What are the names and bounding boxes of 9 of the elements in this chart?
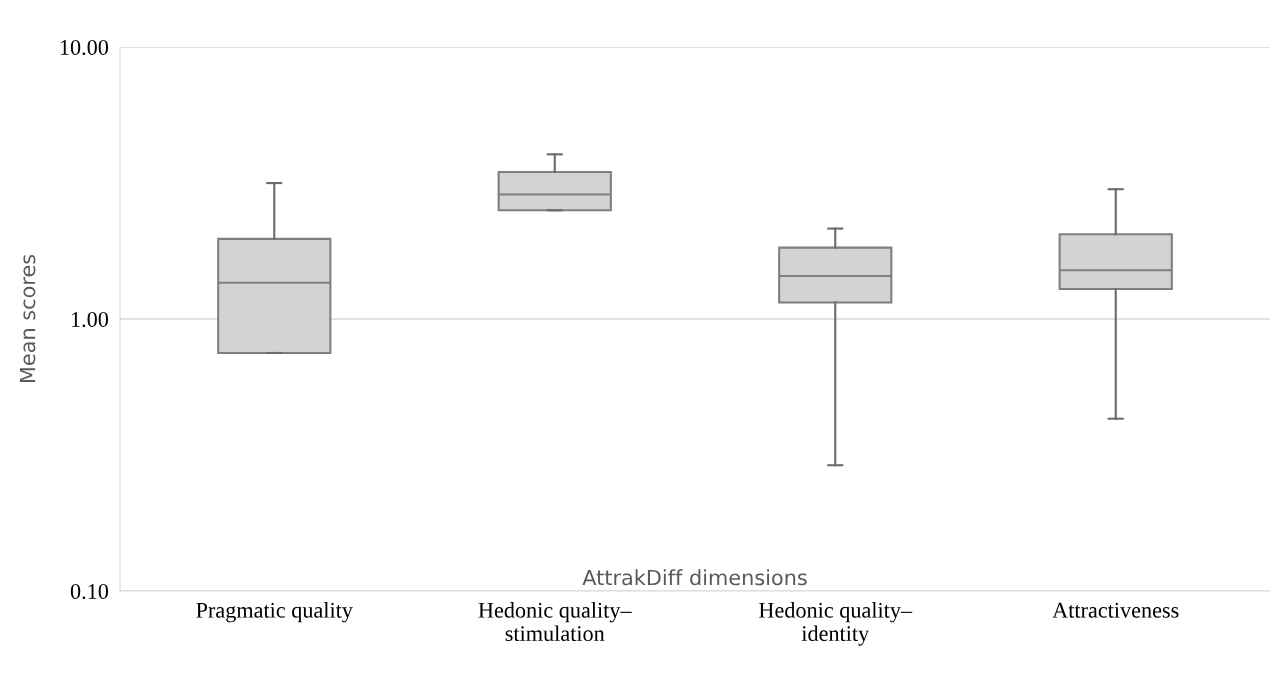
x-tick-label: Attractiveness: [1052, 602, 1179, 618]
x-axis-title: AttrakDiff dimensions: [582, 569, 807, 586]
y-tick-label: 10.00: [60, 39, 109, 56]
x-tick-label: Hedonic quality– identity: [759, 602, 913, 646]
y-axis-title: Mean scores: [19, 254, 36, 383]
x-tick-label: Pragmatic quality: [196, 602, 353, 623]
y-tick-label: 0.10: [70, 583, 109, 600]
x-tick-label: Hedonic quality– stimulation: [478, 602, 632, 642]
y-tick-label: 1.00: [71, 311, 109, 328]
